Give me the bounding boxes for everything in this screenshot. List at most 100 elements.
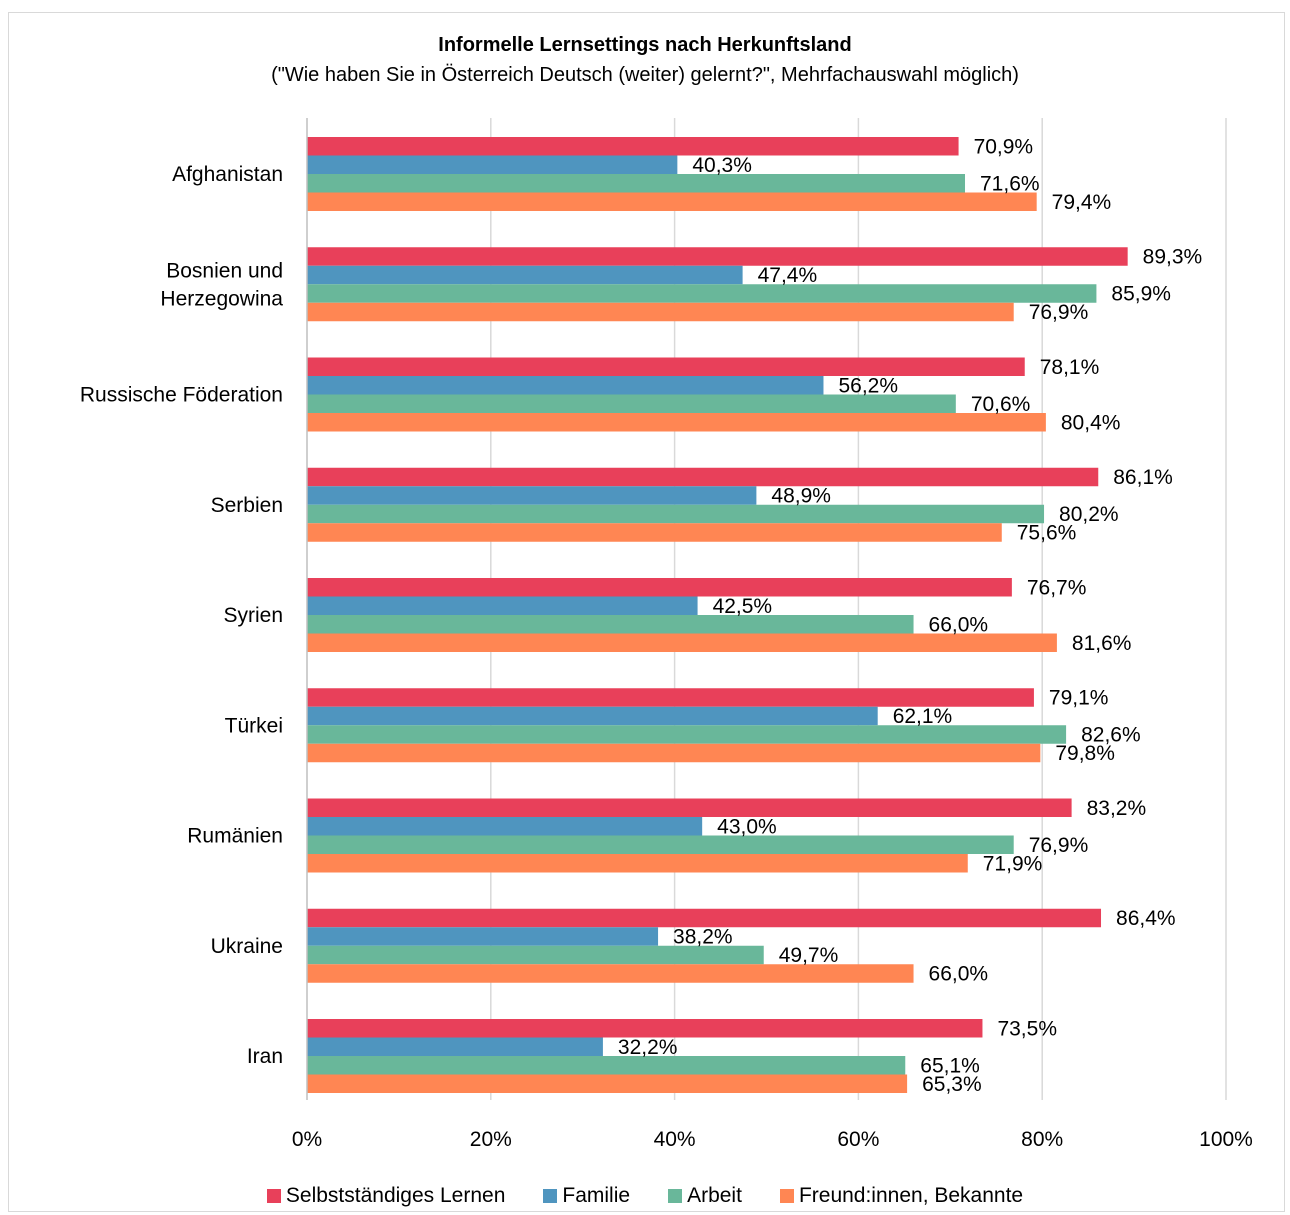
data-label: 78,1% — [1040, 356, 1100, 379]
data-label: 42,5% — [713, 595, 773, 618]
bar — [307, 247, 1128, 266]
chart-legend: Selbstständiges Lernen Familie Arbeit Freun… — [0, 1184, 1290, 1208]
legend-swatch — [779, 1189, 794, 1203]
legend-label: Arbeit — [687, 1184, 742, 1207]
legend-item: Selbstständiges Lernen — [266, 1184, 506, 1208]
bar — [307, 854, 968, 873]
bar — [307, 155, 678, 174]
data-label: 89,3% — [1143, 246, 1203, 269]
bar — [307, 798, 1072, 817]
bar — [307, 413, 1046, 432]
legend-swatch — [543, 1189, 558, 1203]
bar — [307, 835, 1014, 854]
bar — [307, 302, 1014, 322]
legend-swatch — [266, 1189, 281, 1203]
legend-item: Familie — [543, 1184, 630, 1208]
bar — [307, 1056, 906, 1075]
bar — [307, 706, 878, 726]
bar — [307, 137, 959, 156]
bar — [307, 908, 1102, 928]
bar — [307, 633, 1057, 652]
data-label: 79,4% — [1052, 191, 1112, 214]
data-label: 82,6% — [1081, 724, 1141, 747]
data-label: 81,6% — [1072, 632, 1132, 655]
bar — [307, 265, 743, 285]
data-label: 80,4% — [1061, 411, 1121, 434]
x-tick-label: 40% — [654, 1128, 696, 1151]
bar — [307, 376, 824, 395]
bar — [307, 615, 914, 634]
x-tick-label: 20% — [470, 1128, 512, 1151]
data-label: 79,1% — [1049, 687, 1109, 710]
data-label: 47,4% — [758, 264, 818, 287]
bar — [307, 725, 1067, 744]
bar — [307, 192, 1037, 211]
bar — [307, 394, 956, 413]
x-tick-label: 0% — [292, 1128, 322, 1151]
legend-swatch — [668, 1189, 683, 1203]
bar — [307, 174, 966, 193]
category-label: Serbien — [211, 494, 283, 517]
legend-item: Freund:innen, Bekannte — [779, 1184, 1024, 1208]
data-label: 56,2% — [838, 374, 898, 397]
bar — [307, 927, 659, 946]
data-label: 73,5% — [997, 1017, 1057, 1040]
data-label: 65,3% — [922, 1073, 982, 1096]
bar — [307, 945, 764, 965]
data-label: 38,2% — [673, 926, 733, 949]
data-label: 83,2% — [1087, 797, 1147, 820]
category-label: Russische Föderation — [80, 384, 283, 407]
data-label: 62,1% — [893, 705, 953, 728]
data-label: 80,2% — [1059, 503, 1119, 526]
data-label: 76,7% — [1027, 576, 1087, 599]
category-label: Rumänien — [187, 825, 283, 848]
category-label: Syrien — [223, 604, 283, 627]
data-label: 40,3% — [692, 154, 752, 177]
bar — [307, 596, 698, 615]
data-label: 66,0% — [929, 963, 989, 986]
category-label: Bosnien und — [166, 259, 283, 282]
data-label: 70,6% — [971, 393, 1031, 416]
category-label: Türkei — [225, 714, 283, 737]
bar — [307, 486, 757, 505]
data-label: 79,8% — [1055, 742, 1115, 765]
x-tick-label: 100% — [1199, 1128, 1253, 1151]
legend-item: Arbeit — [668, 1184, 742, 1208]
data-label: 70,9% — [974, 135, 1034, 158]
data-label: 43,0% — [717, 815, 777, 838]
data-label: 65,1% — [920, 1054, 980, 1077]
data-label: 86,1% — [1113, 466, 1173, 489]
data-label: 66,0% — [929, 613, 989, 636]
x-tick-label: 80% — [1021, 1128, 1063, 1151]
bar — [307, 467, 1099, 487]
category-label: Ukraine — [211, 935, 283, 958]
bar — [307, 964, 914, 983]
bar — [307, 578, 1012, 597]
bar — [307, 523, 1002, 542]
data-label: 71,6% — [980, 172, 1040, 195]
chart-title: Informelle Lernsettings nach Herkunftsla… — [438, 34, 852, 56]
data-label: 49,7% — [779, 944, 839, 967]
data-label: 32,2% — [618, 1036, 678, 1059]
category-label: Herzegowina — [160, 287, 283, 310]
data-label: 48,9% — [771, 485, 831, 508]
legend-label: Freund:innen, Bekannte — [798, 1184, 1024, 1207]
bar — [307, 1074, 908, 1093]
bar — [307, 1037, 603, 1056]
x-tick-label: 60% — [837, 1128, 879, 1151]
chart-subtitle: ("Wie haben Sie in Österreich Deutsch (w… — [271, 64, 1019, 86]
data-label: 71,9% — [983, 852, 1043, 875]
legend-label: Selbstständiges Lernen — [285, 1184, 506, 1207]
bar — [307, 817, 703, 836]
bar — [307, 688, 1034, 707]
data-label: 85,9% — [1111, 283, 1171, 306]
bar — [307, 743, 1041, 763]
data-label: 75,6% — [1017, 522, 1077, 545]
category-label: Iran — [247, 1045, 283, 1068]
category-label: Afghanistan — [172, 163, 283, 186]
data-label: 86,4% — [1116, 907, 1176, 930]
data-label: 76,9% — [1029, 301, 1089, 324]
data-label: 76,9% — [1029, 834, 1089, 857]
bar — [307, 1019, 983, 1038]
